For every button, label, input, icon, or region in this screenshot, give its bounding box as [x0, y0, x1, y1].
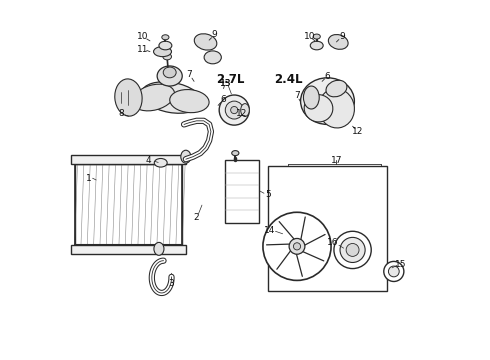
Ellipse shape: [154, 158, 167, 167]
Text: 8: 8: [119, 109, 124, 118]
Text: 15: 15: [395, 260, 407, 269]
Ellipse shape: [163, 67, 176, 78]
Text: 7: 7: [294, 91, 300, 100]
Text: 16: 16: [327, 238, 339, 247]
Circle shape: [289, 238, 305, 254]
Circle shape: [346, 243, 359, 256]
Text: 12: 12: [236, 109, 247, 118]
Ellipse shape: [310, 41, 323, 50]
Text: 7: 7: [187, 70, 192, 79]
Circle shape: [219, 95, 249, 125]
Text: 2: 2: [194, 213, 199, 222]
Text: 11: 11: [137, 45, 148, 54]
Ellipse shape: [194, 34, 217, 50]
Bar: [71, 244, 186, 253]
Ellipse shape: [318, 89, 354, 128]
Text: 13: 13: [220, 79, 231, 88]
Ellipse shape: [115, 79, 142, 116]
Text: 6: 6: [324, 72, 330, 81]
Ellipse shape: [328, 35, 348, 49]
Ellipse shape: [204, 51, 221, 64]
Ellipse shape: [326, 80, 347, 97]
Circle shape: [263, 212, 331, 280]
Text: 12: 12: [352, 127, 364, 136]
Text: 9: 9: [339, 32, 344, 41]
Ellipse shape: [163, 53, 172, 60]
Text: 5: 5: [266, 190, 271, 199]
Ellipse shape: [159, 41, 172, 50]
Ellipse shape: [313, 34, 320, 39]
Text: 2.7L: 2.7L: [217, 73, 245, 86]
Bar: [225, 160, 259, 223]
Ellipse shape: [232, 150, 239, 156]
Ellipse shape: [300, 78, 354, 125]
Text: 6: 6: [220, 95, 226, 104]
Circle shape: [334, 231, 371, 269]
Ellipse shape: [303, 86, 319, 109]
Ellipse shape: [181, 150, 191, 163]
Circle shape: [225, 101, 243, 119]
Bar: [71, 155, 186, 164]
Bar: [74, 164, 182, 244]
Ellipse shape: [132, 84, 174, 111]
Ellipse shape: [154, 242, 164, 255]
Text: 10: 10: [137, 32, 148, 41]
Text: 14: 14: [265, 226, 276, 235]
Circle shape: [294, 243, 300, 250]
Circle shape: [384, 261, 404, 282]
Bar: [269, 166, 387, 291]
Circle shape: [340, 237, 365, 262]
Text: 2.4L: 2.4L: [274, 73, 302, 86]
Circle shape: [231, 107, 238, 114]
Text: 10: 10: [304, 32, 315, 41]
Ellipse shape: [304, 95, 333, 122]
Ellipse shape: [153, 46, 172, 57]
Ellipse shape: [170, 90, 209, 113]
Text: 4: 4: [146, 156, 151, 165]
Text: 13: 13: [220, 79, 231, 88]
Text: 3: 3: [169, 279, 174, 288]
Ellipse shape: [141, 82, 201, 113]
Ellipse shape: [162, 35, 169, 40]
Ellipse shape: [157, 66, 182, 86]
Text: 1: 1: [86, 174, 92, 183]
Text: 17: 17: [331, 156, 342, 165]
Text: 9: 9: [212, 30, 218, 39]
Circle shape: [389, 266, 399, 277]
Ellipse shape: [241, 104, 249, 117]
